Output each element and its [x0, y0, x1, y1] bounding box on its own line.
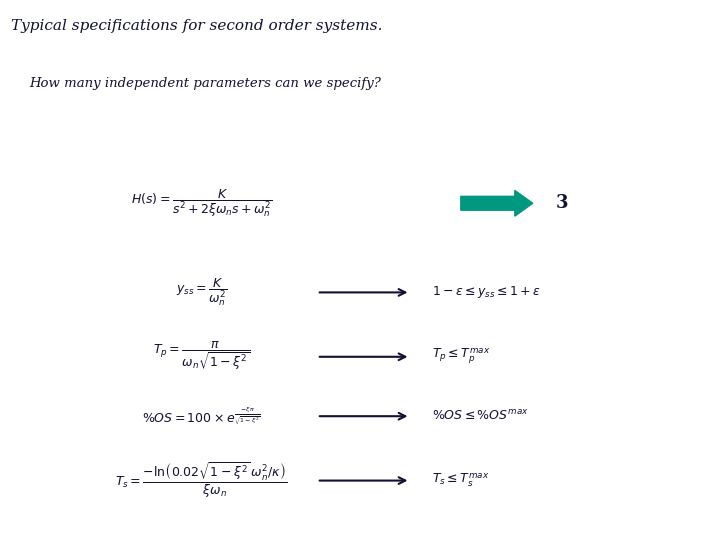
Text: $T_p \leq T_p^{max}$: $T_p \leq T_p^{max}$ [432, 347, 490, 367]
Text: $y_{ss} = \dfrac{K}{\omega_n^2}$: $y_{ss} = \dfrac{K}{\omega_n^2}$ [176, 276, 228, 308]
Text: $T_s = \dfrac{-\ln\!\left(0.02\sqrt{1-\xi^2}\,\omega_n^2/\kappa\right)}{\xi\omeg: $T_s = \dfrac{-\ln\!\left(0.02\sqrt{1-\x… [115, 461, 288, 500]
Text: $\%OS = 100 \times e^{\frac{-\xi\pi}{\sqrt{1-\xi^2}}}$: $\%OS = 100 \times e^{\frac{-\xi\pi}{\sq… [142, 406, 261, 427]
FancyArrow shape [461, 191, 533, 216]
Text: $T_p = \dfrac{\pi}{\omega_n\sqrt{1-\xi^2}}$: $T_p = \dfrac{\pi}{\omega_n\sqrt{1-\xi^2… [153, 340, 250, 373]
Text: $1 - \epsilon \leq y_{ss} \leq 1 + \epsilon$: $1 - \epsilon \leq y_{ss} \leq 1 + \epsi… [432, 285, 541, 300]
Text: $\%OS \leq \%OS^{max}$: $\%OS \leq \%OS^{max}$ [432, 409, 528, 423]
Text: Typical specifications for second order systems.: Typical specifications for second order … [11, 19, 382, 33]
Text: $T_s \leq T_s^{max}$: $T_s \leq T_s^{max}$ [432, 472, 490, 489]
Text: How many independent parameters can we specify?: How many independent parameters can we s… [29, 77, 381, 90]
Text: 3: 3 [555, 194, 568, 212]
Text: $H(s) = \dfrac{K}{s^2 + 2\xi\omega_n s + \omega_n^2}$: $H(s) = \dfrac{K}{s^2 + 2\xi\omega_n s +… [131, 187, 272, 219]
